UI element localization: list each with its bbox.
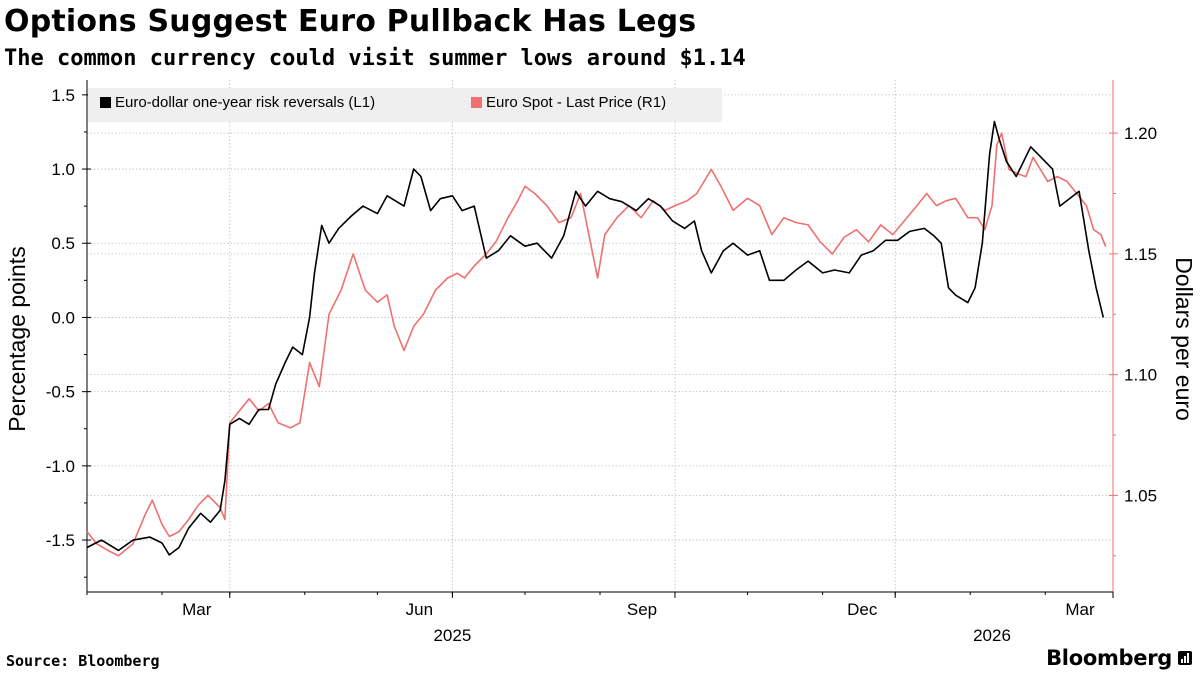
y-left-tick-label: 1.0 [51, 160, 75, 179]
series-line-euro-spot [86, 132, 1107, 557]
grid-layer [87, 80, 1114, 592]
y-left-tick-label: -1.5 [46, 531, 75, 550]
x-tick-label: Mar [1065, 600, 1095, 619]
legend: Euro-dollar one-year risk reversals (L1)… [88, 88, 722, 122]
axis-layer [86, 80, 1114, 593]
x-tick-label: Sep [627, 600, 657, 619]
y-right-tick-label: 1.15 [1124, 245, 1157, 264]
y-left-tick-label: 0.0 [51, 308, 75, 327]
brand: Bloomberg [1046, 646, 1192, 670]
y-axis-left-title: Percentage points [4, 246, 30, 431]
source-note: Source: Bloomberg [6, 652, 160, 670]
legend-label-euro-spot: Euro Spot - Last Price (R1) [486, 94, 666, 111]
series-line-risk-reversals [86, 120, 1105, 556]
x-tick-label: Mar [182, 600, 212, 619]
x-year-label: 2025 [433, 626, 471, 645]
y-right-tick-label: 1.10 [1124, 366, 1157, 385]
legend-background [88, 88, 722, 122]
y-left-tick-label: 1.5 [51, 86, 75, 105]
chart-subtitle: The common currency could visit summer l… [4, 46, 746, 71]
y-left-tick-label: 0.5 [51, 234, 75, 253]
series-layer [86, 120, 1107, 557]
brand-logo-text: Bloomberg [1046, 646, 1172, 670]
y-right-tick-label: 1.05 [1124, 486, 1157, 505]
legend-swatch-euro-spot [471, 97, 482, 108]
x-tick-label: Jun [406, 600, 433, 619]
x-year-label: 2026 [973, 626, 1011, 645]
y-right-tick-label: 1.20 [1124, 124, 1157, 143]
bloomberg-terminal-icon [1178, 651, 1192, 665]
tick-layer: 1.5 1.0 0.5 0.0 -0.5 -1.0 -1.5 1.20 1.15 1.10 1.05… [46, 86, 1157, 645]
y-axis-right-title: Dollars per euro [1171, 257, 1197, 421]
legend-swatch-risk-reversals [100, 97, 111, 108]
y-left-tick-label: -0.5 [46, 383, 75, 402]
legend-label-risk-reversals: Euro-dollar one-year risk reversals (L1) [115, 94, 375, 111]
x-tick-label: Dec [847, 600, 878, 619]
chart-title: Options Suggest Euro Pullback Has Legs [4, 4, 697, 39]
y-left-tick-label: -1.0 [46, 457, 75, 476]
